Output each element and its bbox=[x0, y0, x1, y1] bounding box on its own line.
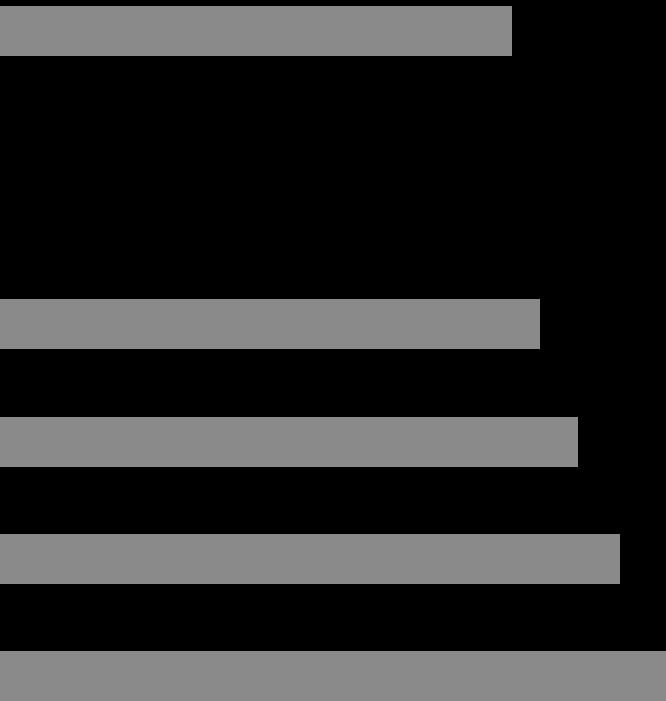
bar-4 bbox=[0, 651, 666, 701]
horizontal-bar-chart bbox=[0, 0, 666, 700]
bar-2 bbox=[0, 417, 578, 467]
bar-3 bbox=[0, 534, 620, 584]
bar-1 bbox=[0, 299, 540, 349]
bar-0 bbox=[0, 6, 512, 56]
